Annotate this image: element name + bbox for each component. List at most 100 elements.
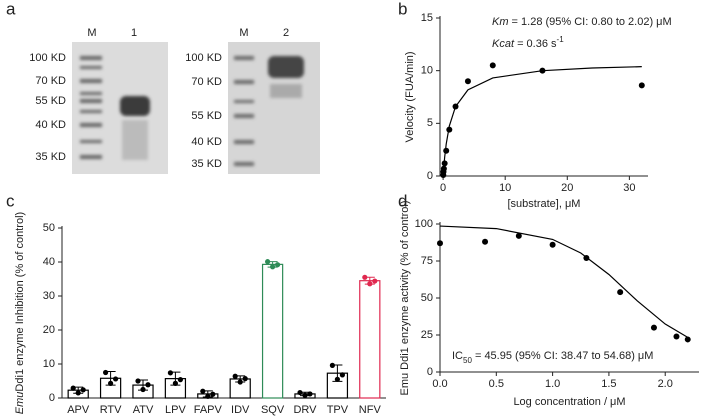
marker-label: 35 KD <box>35 151 66 163</box>
bar <box>359 280 381 399</box>
y-axis-label-part: Emu <box>14 392 26 415</box>
y-tick-label: 0 <box>427 366 433 378</box>
lane-label: 2 <box>283 27 289 39</box>
y-axis-label: EmuDdi1 enzyme Inhibition (% of control) <box>14 212 26 414</box>
x-tick-label: APV <box>67 404 90 416</box>
x-axis-label: Log concentration / μM <box>513 396 625 408</box>
annotation-part: = 1.28 (95% CI: 0.80 to 2.02) μM <box>509 16 672 28</box>
x-tick-label: RTV <box>100 404 122 416</box>
data-point <box>113 376 119 382</box>
marker-label: 100 KD <box>29 52 66 64</box>
data-point <box>334 376 340 382</box>
data-point <box>75 390 81 396</box>
data-point <box>367 281 373 287</box>
annotation: Kcat = 0.36 s-1 <box>492 35 564 50</box>
x-tick-label: SQV <box>261 404 285 416</box>
fit-line <box>442 66 642 177</box>
x-tick-label: 1.0 <box>545 378 560 390</box>
x-tick-label: LPV <box>165 404 186 416</box>
marker-label: 70 KD <box>35 75 66 87</box>
y-tick-label: 40 <box>43 256 55 268</box>
data-point <box>437 240 443 247</box>
y-tick-label: 5 <box>427 117 433 129</box>
y-tick-label: 20 <box>43 324 55 336</box>
data-point <box>684 336 691 343</box>
annotation: IC50 = 45.95 (95% CI: 38.47 to 54.68) μM <box>452 350 653 365</box>
data-point <box>167 370 173 376</box>
x-tick-label: 10 <box>499 182 511 194</box>
annotation-part: IC <box>452 350 463 362</box>
x-tick-label: 30 <box>623 182 635 194</box>
x-tick-label: 20 <box>561 182 573 194</box>
fit-line <box>439 225 689 338</box>
annotation: Km = 1.28 (95% CI: 0.80 to 2.02) μM <box>492 16 672 28</box>
data-point <box>265 259 271 265</box>
lane-label: 1 <box>131 27 137 39</box>
x-tick-label: FAPV <box>194 404 223 416</box>
x-tick-label: 1.5 <box>601 378 616 390</box>
x-tick-label: TPV <box>327 404 349 416</box>
panel-label: a <box>6 0 16 18</box>
y-tick-label: 0 <box>427 170 433 182</box>
data-point <box>673 333 680 340</box>
data-point <box>270 264 276 270</box>
x-tick-label: NFV <box>359 404 382 416</box>
marker-label: 55 KD <box>191 110 222 122</box>
marker-label: 70 KD <box>191 76 222 88</box>
y-tick-label: 10 <box>421 65 433 77</box>
x-axis-label: [substrate], μM <box>508 198 581 210</box>
gel-left <box>72 42 168 174</box>
x-tick-label: 0.0 <box>432 378 447 390</box>
data-point <box>446 126 453 133</box>
y-axis-label: Emu Ddi1 enzyme activity (% of control) <box>399 200 411 395</box>
data-point <box>302 392 308 398</box>
y-tick-label: 0 <box>49 392 55 404</box>
data-point <box>177 377 183 383</box>
data-point <box>205 393 211 399</box>
data-point <box>297 389 303 396</box>
x-tick-label: DRV <box>293 404 317 416</box>
data-point <box>242 376 248 382</box>
y-tick-label: 15 <box>421 12 433 24</box>
y-tick-label: 10 <box>43 358 55 370</box>
data-point <box>172 380 178 386</box>
y-tick-label: 50 <box>43 222 55 234</box>
data-point <box>515 232 522 239</box>
data-point <box>210 391 216 397</box>
data-point <box>372 278 378 284</box>
lane-label: M <box>239 27 248 39</box>
x-tick-label: IDV <box>231 404 250 416</box>
gel-right <box>228 42 320 174</box>
data-point <box>307 391 313 397</box>
y-tick-label: 100 <box>415 218 433 230</box>
data-point <box>482 238 489 245</box>
marker-label: 100 KD <box>185 52 222 64</box>
marker-label: 55 KD <box>35 95 66 107</box>
bar <box>261 263 284 399</box>
data-point <box>80 387 86 393</box>
data-point <box>275 262 281 268</box>
y-tick-label: 50 <box>421 292 433 304</box>
y-tick-label: 25 <box>421 329 433 341</box>
panel-label: c <box>6 191 15 210</box>
data-point <box>464 78 471 85</box>
data-point <box>617 289 624 296</box>
panel-label: d <box>398 191 407 210</box>
panel-label: b <box>398 0 407 18</box>
data-point <box>70 385 76 391</box>
data-point <box>650 324 657 331</box>
annotation-part: = 45.95 (95% CI: 38.47 to 54.68) μM <box>472 350 654 362</box>
data-point <box>339 372 345 378</box>
data-point <box>232 373 238 379</box>
annotation-part: 50 <box>463 356 472 365</box>
data-point <box>362 274 368 280</box>
data-point <box>135 378 141 384</box>
marker-label: 35 KD <box>191 158 222 170</box>
data-point <box>145 382 151 388</box>
x-tick-label: 2.0 <box>658 378 673 390</box>
y-axis-label-part: Ddi1 enzyme Inhibition (% of control) <box>14 212 26 392</box>
data-point <box>108 380 114 386</box>
marker-label: 40 KD <box>191 136 222 148</box>
y-tick-label: 30 <box>43 290 55 302</box>
